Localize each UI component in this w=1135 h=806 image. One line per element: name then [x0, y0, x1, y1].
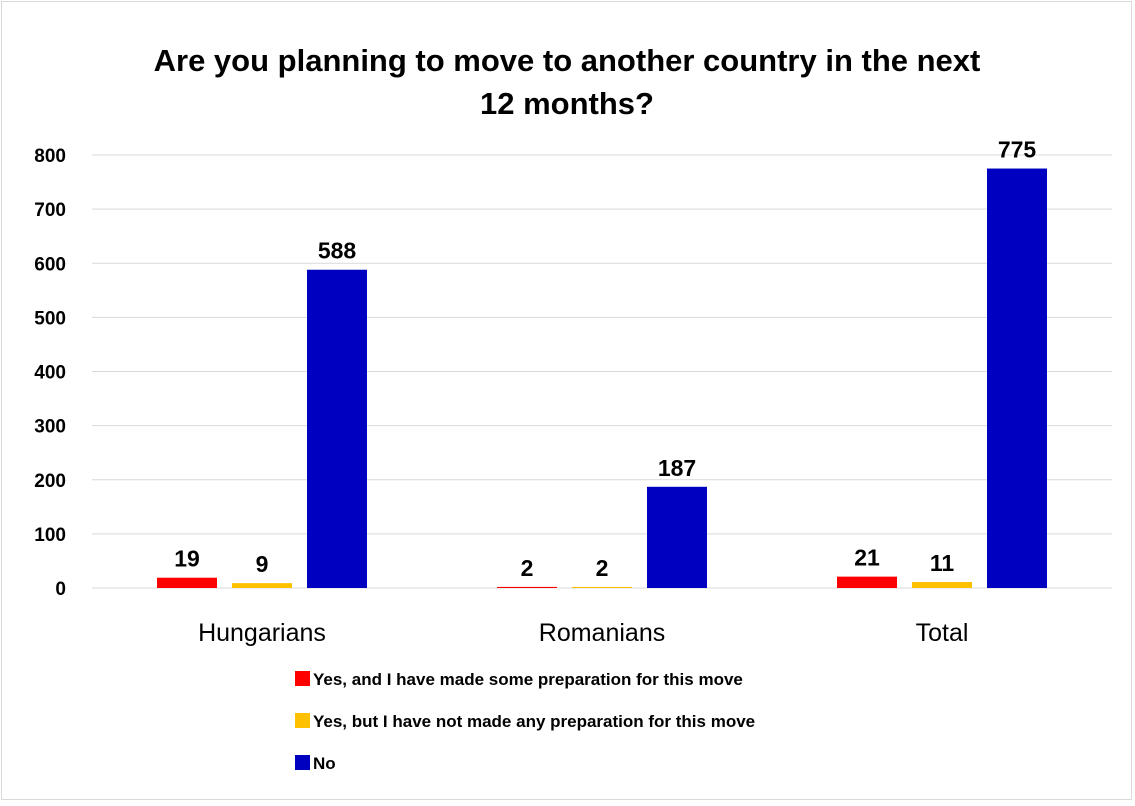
- bar-romanians-series-1: [572, 586, 632, 588]
- legend-label-2: No: [313, 754, 336, 773]
- gridlines: [92, 154, 1112, 589]
- y-axis-ticks: 0 100 200 300 400 500 600 700 800: [34, 146, 66, 600]
- x-tick-label-hungarians: Hungarians: [198, 619, 326, 647]
- y-tick-label: 400: [34, 363, 66, 384]
- x-tick-label-total: Total: [916, 619, 969, 647]
- data-label: 588: [318, 238, 357, 264]
- legend: Yes, and I have made some preparation fo…: [295, 670, 755, 773]
- data-label: 11: [930, 550, 955, 576]
- legend-swatch-0: [295, 671, 310, 686]
- legend-swatch-2: [295, 755, 310, 770]
- data-label: 9: [256, 551, 269, 577]
- y-tick-label: 200: [34, 471, 66, 492]
- chart-title-line-1: Are you planning to move to another coun…: [154, 43, 981, 78]
- legend-swatch-1: [295, 713, 310, 728]
- bar-total-series-1: [912, 582, 972, 588]
- bar-hungarians-series-0: [157, 577, 217, 588]
- bar-romanians-series-2: [647, 486, 707, 588]
- chart-title-line-2: 12 months?: [480, 86, 654, 121]
- data-label: 21: [854, 545, 880, 571]
- data-label: 775: [998, 137, 1037, 163]
- y-tick-label: 100: [34, 525, 66, 546]
- x-tick-label-romanians: Romanians: [539, 619, 665, 647]
- data-label: 19: [174, 546, 200, 572]
- y-tick-label: 800: [34, 146, 66, 167]
- legend-label-1: Yes, but I have not made any preparation…: [313, 712, 755, 731]
- legend-label-0: Yes, and I have made some preparation fo…: [313, 670, 743, 689]
- y-tick-label: 600: [34, 254, 66, 275]
- data-label: 2: [521, 555, 534, 581]
- bars: [157, 168, 1047, 588]
- data-label: 187: [658, 455, 696, 481]
- data-label: 2: [596, 555, 609, 581]
- bar-hungarians-series-1: [232, 583, 292, 588]
- data-labels: 19 9 588 2 2 187 21 11 775: [174, 137, 1036, 581]
- y-tick-label: 500: [34, 308, 66, 329]
- bar-romanians-series-0: [497, 586, 557, 588]
- bar-hungarians-series-2: [307, 269, 367, 588]
- y-tick-label: 700: [34, 200, 66, 221]
- y-tick-label: 300: [34, 417, 66, 438]
- bar-total-series-0: [837, 576, 897, 588]
- bar-total-series-2: [987, 168, 1047, 588]
- y-tick-label: 0: [55, 579, 66, 600]
- x-axis-ticks: Hungarians Romanians Total: [198, 619, 968, 647]
